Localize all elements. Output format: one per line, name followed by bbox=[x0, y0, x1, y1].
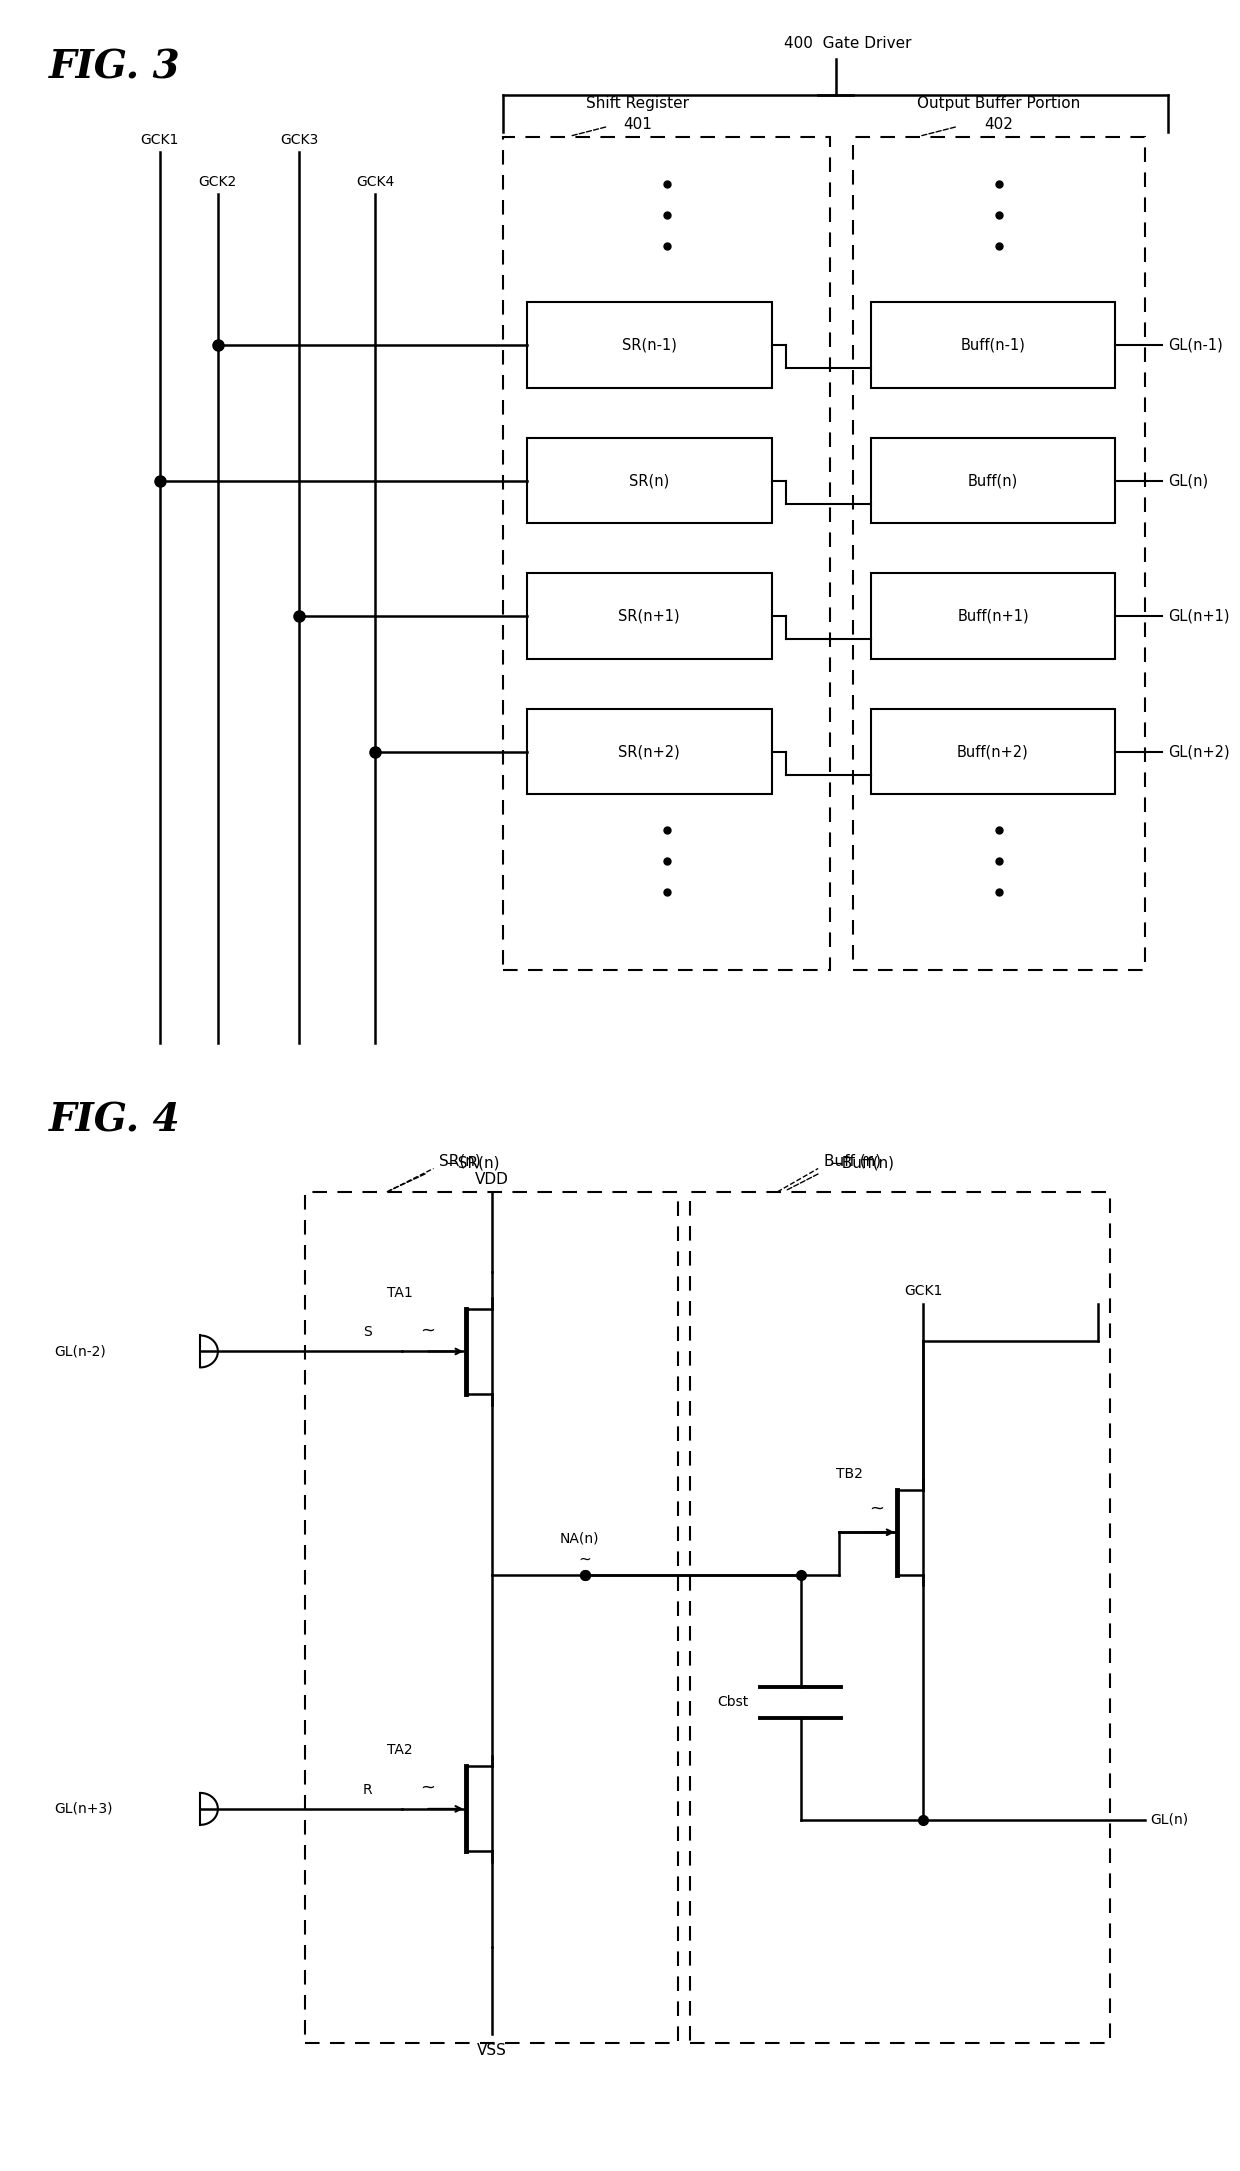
Bar bbox=[527, 573, 771, 658]
Text: GCK3: GCK3 bbox=[280, 132, 319, 148]
Text: TB2: TB2 bbox=[836, 1468, 863, 1481]
Text: GL(n-1): GL(n-1) bbox=[1168, 339, 1223, 352]
Text: GL(n+2): GL(n+2) bbox=[1168, 745, 1229, 760]
Text: ~: ~ bbox=[420, 1322, 435, 1340]
Text: Cbst: Cbst bbox=[717, 1696, 748, 1709]
Bar bbox=[689, 1192, 1110, 2043]
Text: FIG. 3: FIG. 3 bbox=[48, 48, 181, 87]
Bar bbox=[853, 137, 1145, 970]
Bar bbox=[305, 1192, 678, 2043]
Bar bbox=[870, 573, 1116, 658]
Text: ~: ~ bbox=[579, 1552, 591, 1567]
Bar bbox=[527, 710, 771, 795]
Text: Buff(n-1): Buff(n-1) bbox=[961, 339, 1025, 352]
Text: Buff(n+2): Buff(n+2) bbox=[957, 745, 1029, 760]
Text: 401: 401 bbox=[622, 117, 652, 132]
Text: Buff (n): Buff (n) bbox=[823, 1153, 882, 1168]
Text: GL(n+1): GL(n+1) bbox=[1168, 608, 1229, 623]
Text: SR(n): SR(n) bbox=[439, 1153, 481, 1168]
Bar bbox=[870, 710, 1116, 795]
Text: Shift Register: Shift Register bbox=[587, 96, 689, 111]
Text: VSS: VSS bbox=[477, 2043, 507, 2058]
Text: GCK1: GCK1 bbox=[904, 1285, 942, 1298]
Text: S: S bbox=[362, 1324, 372, 1340]
Bar bbox=[870, 439, 1116, 523]
Text: GL(n-2): GL(n-2) bbox=[55, 1344, 107, 1359]
Text: GL(n): GL(n) bbox=[1168, 473, 1208, 488]
Text: GCK4: GCK4 bbox=[356, 176, 394, 189]
Text: TA1: TA1 bbox=[387, 1285, 413, 1300]
Bar bbox=[870, 302, 1116, 389]
Text: FIG. 4: FIG. 4 bbox=[48, 1101, 181, 1140]
Text: Output Buffer Portion: Output Buffer Portion bbox=[918, 96, 1080, 111]
Bar bbox=[527, 302, 771, 389]
Text: SR(n+2): SR(n+2) bbox=[619, 745, 680, 760]
Text: ~: ~ bbox=[869, 1500, 884, 1518]
Bar bbox=[527, 439, 771, 523]
Text: −Buff(n): −Buff(n) bbox=[830, 1155, 895, 1170]
Text: R: R bbox=[362, 1782, 372, 1798]
Text: Buff(n+1): Buff(n+1) bbox=[957, 608, 1029, 623]
Bar bbox=[503, 137, 830, 970]
Text: 400  Gate Driver: 400 Gate Driver bbox=[784, 37, 911, 52]
Text: GL(n): GL(n) bbox=[1151, 1813, 1188, 1826]
Text: Buff(n): Buff(n) bbox=[968, 473, 1018, 488]
Text: SR(n): SR(n) bbox=[629, 473, 670, 488]
Text: GCK2: GCK2 bbox=[198, 176, 237, 189]
Text: 402: 402 bbox=[985, 117, 1013, 132]
Text: VDD: VDD bbox=[475, 1172, 508, 1188]
Text: NA(n): NA(n) bbox=[559, 1531, 599, 1546]
Text: −SR(n): −SR(n) bbox=[445, 1155, 500, 1170]
Text: GL(n+3): GL(n+3) bbox=[55, 1802, 113, 1815]
Text: GCK1: GCK1 bbox=[140, 132, 179, 148]
Text: SR(n+1): SR(n+1) bbox=[619, 608, 680, 623]
Text: SR(n-1): SR(n-1) bbox=[621, 339, 677, 352]
Text: ~: ~ bbox=[420, 1778, 435, 1798]
Text: TA2: TA2 bbox=[387, 1743, 413, 1756]
